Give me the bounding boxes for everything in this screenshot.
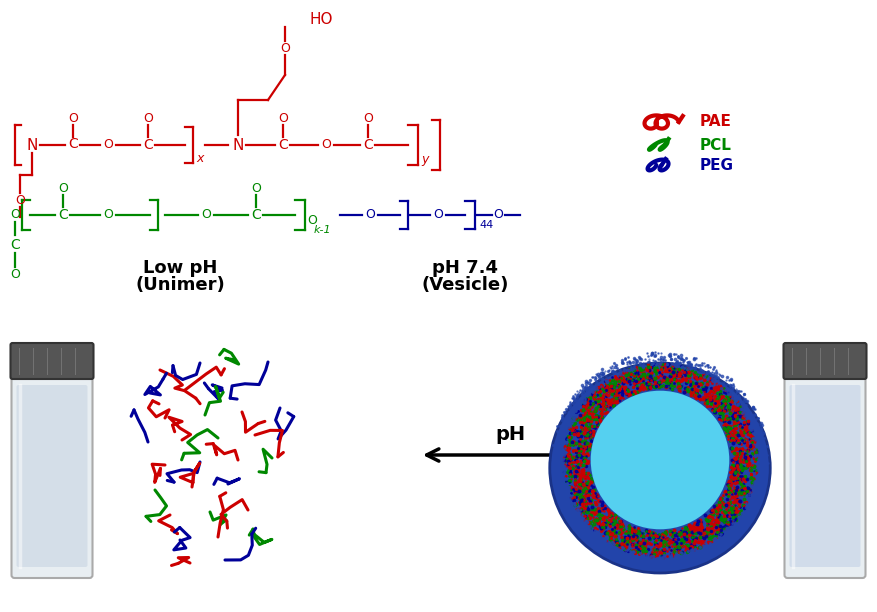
Text: O: O xyxy=(321,138,331,152)
Text: x: x xyxy=(196,152,203,165)
Text: O: O xyxy=(58,182,68,195)
Text: O: O xyxy=(251,182,260,195)
Text: O: O xyxy=(280,42,289,54)
Text: O: O xyxy=(103,138,113,152)
Text: O: O xyxy=(15,193,25,206)
Text: (Unimer): (Unimer) xyxy=(135,276,225,294)
Ellipse shape xyxy=(549,363,769,573)
Text: C: C xyxy=(143,138,153,152)
Text: N: N xyxy=(26,138,38,152)
Text: O: O xyxy=(363,113,373,125)
Text: PEG: PEG xyxy=(699,157,733,173)
Text: N: N xyxy=(232,138,244,152)
Text: O: O xyxy=(68,113,78,125)
Text: (Vesicle): (Vesicle) xyxy=(421,276,508,294)
FancyBboxPatch shape xyxy=(11,374,92,578)
FancyBboxPatch shape xyxy=(784,374,865,578)
Text: O: O xyxy=(103,209,113,222)
Text: HO: HO xyxy=(310,12,333,28)
Text: O: O xyxy=(143,113,153,125)
Text: C: C xyxy=(58,208,68,222)
Text: O: O xyxy=(365,209,374,222)
Text: O: O xyxy=(493,209,503,222)
Text: O: O xyxy=(278,113,288,125)
Circle shape xyxy=(590,390,729,529)
Text: C: C xyxy=(363,138,373,152)
Text: pH 7.4: pH 7.4 xyxy=(431,259,497,277)
Text: C: C xyxy=(251,208,260,222)
Text: pH: pH xyxy=(495,425,524,444)
Text: PAE: PAE xyxy=(699,114,731,130)
FancyBboxPatch shape xyxy=(782,343,866,379)
Text: O: O xyxy=(432,209,442,222)
Text: y: y xyxy=(421,152,428,165)
Text: O: O xyxy=(307,214,317,226)
FancyBboxPatch shape xyxy=(11,343,93,379)
Text: O: O xyxy=(10,267,20,280)
Text: C: C xyxy=(278,138,288,152)
Text: C: C xyxy=(11,238,20,252)
Text: Low pH: Low pH xyxy=(143,259,217,277)
Text: C: C xyxy=(68,137,78,151)
Text: k-1: k-1 xyxy=(314,225,332,235)
Text: O: O xyxy=(10,209,20,222)
Text: 44: 44 xyxy=(479,220,493,230)
FancyBboxPatch shape xyxy=(788,385,859,567)
FancyBboxPatch shape xyxy=(17,385,88,567)
Text: O: O xyxy=(201,209,210,222)
Text: PCL: PCL xyxy=(699,138,731,152)
